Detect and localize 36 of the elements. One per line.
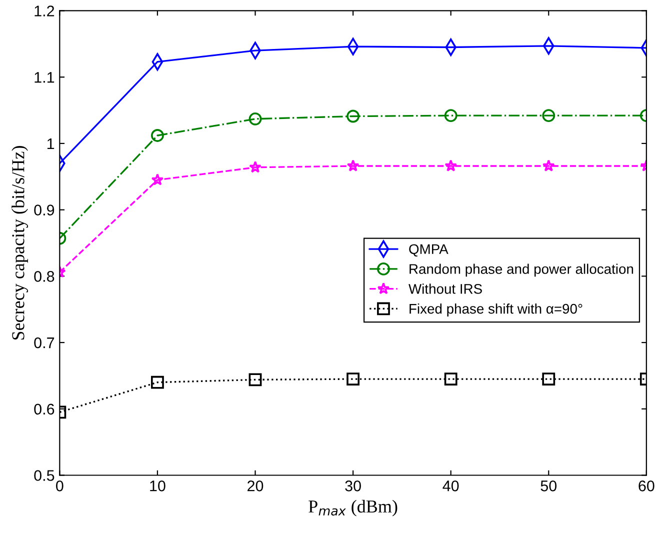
point: [542, 372, 556, 386]
point: [249, 160, 262, 173]
legend-label: Random phase and power allocation: [410, 264, 634, 277]
y-tick-label: 1: [47, 138, 54, 149]
point: [542, 109, 556, 122]
y-tick-label: 0.5: [34, 470, 54, 481]
x-tick-label: 10: [150, 480, 166, 492]
point: [151, 376, 164, 389]
y-tick-label: 1.2: [34, 6, 54, 16]
y-axis-title: Secrecy capacity (bit/s/Hz): [12, 146, 28, 340]
y-tick-label: 1.1: [34, 72, 54, 83]
x-tick-label: 40: [442, 480, 459, 492]
point: [346, 160, 360, 172]
point: [248, 373, 262, 386]
x-axis-title: P$_{max}$ (dBm): [308, 500, 398, 516]
point: [346, 372, 360, 386]
y-tick-label: 0.6: [34, 404, 54, 415]
x-tick-label: 0: [56, 480, 64, 492]
legend-label: Fixed phase shift with α=90°: [410, 304, 582, 316]
legend-label: QMPA: [409, 244, 448, 257]
point: [444, 372, 458, 386]
point: [151, 129, 164, 142]
point: [444, 109, 458, 122]
point: [542, 160, 555, 172]
x-tick-label: 30: [345, 480, 361, 492]
point: [346, 110, 360, 123]
legend-label: Without IRS: [408, 284, 482, 294]
point: [248, 112, 262, 126]
point: [444, 160, 458, 172]
x-tick-label: 60: [638, 480, 654, 492]
y-tick-label: 0.9: [34, 204, 54, 216]
point: [151, 173, 164, 186]
y-tick-label: 0.8: [34, 271, 54, 282]
x-tick-label: 50: [540, 480, 557, 492]
y-tick-label: 0.7: [34, 337, 54, 348]
x-tick-label: 20: [248, 480, 264, 492]
